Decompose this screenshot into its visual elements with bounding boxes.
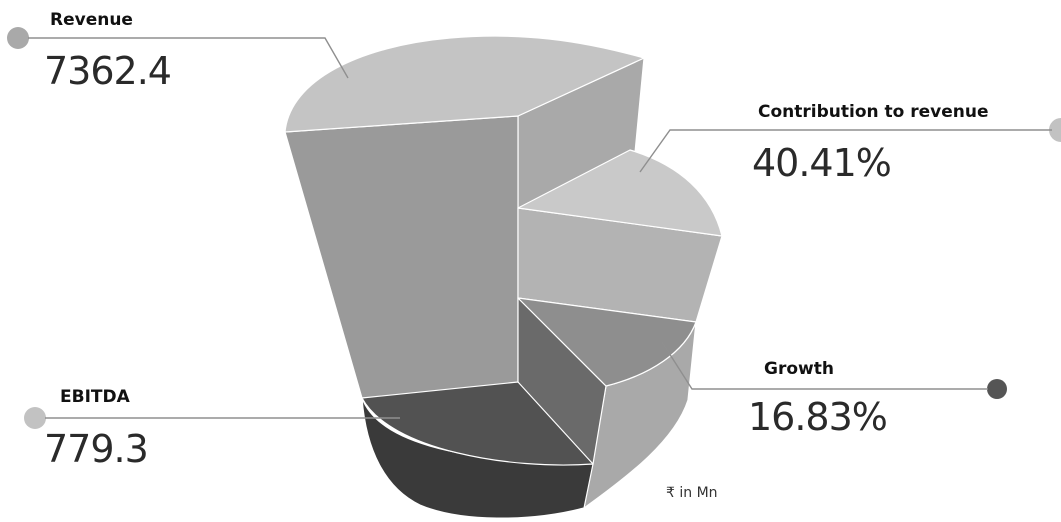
callout-revenue: Revenue 7362.4 xyxy=(7,10,349,93)
slice-ebitda-top xyxy=(361,381,594,466)
slice-ebitda xyxy=(361,381,594,519)
slice-revenue-side xyxy=(284,115,519,399)
slice-ebitda-side xyxy=(361,397,594,519)
label-value: 7362.4 xyxy=(44,49,171,93)
callout-growth: Growth 16.83% xyxy=(661,341,1007,439)
label-title: Revenue xyxy=(50,10,133,30)
callout-contribution: Contribution to revenue 40.41% xyxy=(639,102,1061,185)
slice-growth-top xyxy=(517,297,697,387)
callout-ebitda: EBITDA 779.3 xyxy=(24,387,400,471)
callout-dot xyxy=(987,379,1007,399)
slice-contribution xyxy=(517,149,723,323)
label-title: Contribution to revenue xyxy=(758,102,989,122)
slice-growth xyxy=(517,297,697,509)
label-value: 16.83% xyxy=(748,395,887,439)
leader-line xyxy=(639,129,1052,173)
callout-dot xyxy=(1049,118,1061,142)
leader-line xyxy=(28,37,349,79)
leader-line xyxy=(661,341,988,390)
label-value: 40.41% xyxy=(752,141,891,185)
callout-dot xyxy=(7,27,29,49)
unit-note: ₹ in Mn xyxy=(666,485,718,501)
slice-contribution-top xyxy=(517,149,723,237)
callout-dot xyxy=(24,407,46,429)
label-value: 779.3 xyxy=(44,427,148,471)
label-title: EBITDA xyxy=(60,387,131,407)
label-title: Growth xyxy=(764,359,834,379)
slice-revenue-top xyxy=(284,35,645,133)
